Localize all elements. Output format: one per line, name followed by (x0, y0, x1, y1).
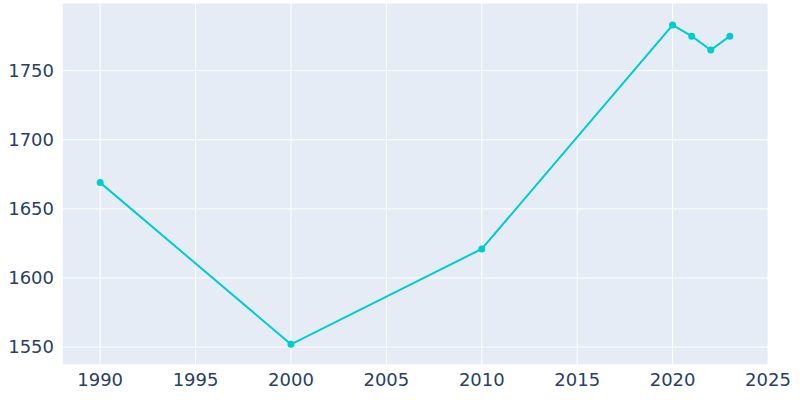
svg-text:2000: 2000 (268, 369, 314, 390)
svg-text:1550: 1550 (8, 336, 54, 357)
svg-text:1700: 1700 (8, 129, 54, 150)
svg-text:2010: 2010 (459, 369, 505, 390)
svg-text:2020: 2020 (650, 369, 696, 390)
svg-text:1990: 1990 (77, 369, 123, 390)
svg-text:1600: 1600 (8, 267, 54, 288)
svg-text:1650: 1650 (8, 198, 54, 219)
svg-text:1750: 1750 (8, 60, 54, 81)
svg-text:2005: 2005 (363, 369, 409, 390)
svg-text:1995: 1995 (173, 369, 219, 390)
svg-text:2025: 2025 (745, 369, 791, 390)
svg-text:2015: 2015 (554, 369, 600, 390)
